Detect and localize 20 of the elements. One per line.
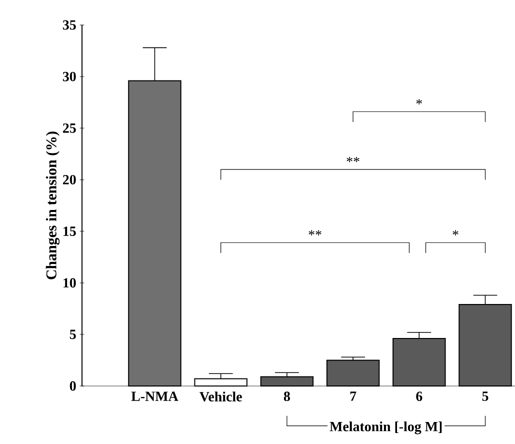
x-tick-label: 6	[416, 392, 422, 402]
y-tick-label: 10	[64, 278, 76, 288]
y-tick-label: 0	[70, 381, 76, 391]
y-axis-title: Changes in tension (%)	[46, 132, 60, 280]
x-tick-label: L-NMA	[131, 392, 178, 401]
annotation: **	[346, 156, 360, 162]
x-tick-label: 8	[284, 392, 290, 402]
y-tick-label: 30	[62, 72, 76, 82]
annotation: *	[416, 99, 422, 104]
y-tick-label: 5	[70, 330, 76, 340]
y-tick-label: 25	[62, 123, 76, 133]
y-tick-label: 20	[62, 175, 76, 184]
x-tick-label: Vehicle	[200, 392, 242, 402]
text: Melatonin [-log M]	[330, 421, 442, 434]
x-tick-label: 7	[350, 392, 356, 401]
annotation: **	[308, 230, 322, 236]
y-tick-label: 35	[62, 20, 76, 30]
y-tick-label: 15	[64, 226, 76, 236]
x-tick-label: 5	[482, 392, 488, 401]
annotation: *	[452, 230, 458, 236]
